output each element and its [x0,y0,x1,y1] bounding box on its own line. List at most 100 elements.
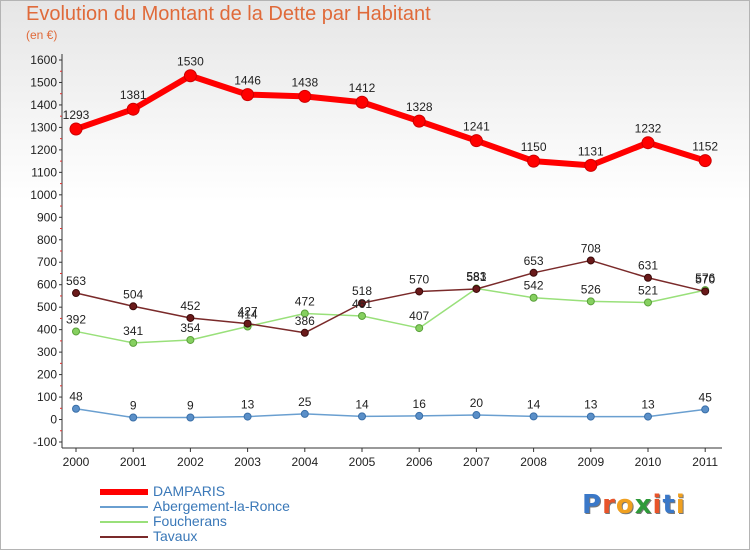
data-point-foucherans [586,297,595,306]
y-tick-label: 200 [37,368,57,382]
logo-letter: P [582,490,603,520]
data-point-damparis [641,136,655,150]
data-label-damparis: 1530 [177,55,204,69]
data-point-tavaux [415,287,424,296]
data-point-foucherans [186,335,195,344]
data-point-damparis [584,158,598,172]
data-label-damparis: 1150 [521,140,547,154]
x-tick-label: 2001 [120,455,147,469]
data-point-damparis [698,154,712,168]
data-point-tavaux [586,256,595,265]
logo-letter: o [615,490,635,520]
logo-letter: r [602,490,616,520]
data-label-abergement-la-ronce: 45 [699,390,713,404]
data-point-damparis [469,134,483,148]
data-label-foucherans: 414 [238,308,258,322]
data-label-foucherans: 526 [581,282,601,296]
data-point-abergement-la-ronce [529,412,538,421]
data-label-abergement-la-ronce: 48 [69,390,83,404]
y-tick-label: 500 [37,300,57,314]
data-label-foucherans: 354 [180,321,200,335]
legend-swatch [100,536,148,539]
y-tick-label: 1400 [30,98,57,112]
data-point-abergement-la-ronce [129,413,138,422]
data-label-tavaux: 427 [238,305,258,319]
data-point-abergement-la-ronce [472,411,481,420]
data-point-tavaux [644,273,652,282]
x-tick-label: 2010 [635,455,662,469]
data-label-foucherans: 407 [409,309,429,323]
chart-subtitle: (en €) [26,28,58,42]
legend-swatch [100,506,148,509]
legend: DAMPARIS Abergement-la-Ronce Foucherans Tav… [100,484,290,544]
data-point-damparis [527,154,541,168]
x-tick-label: 2009 [577,455,604,469]
data-label-tavaux: 563 [66,274,86,288]
line-chart: -100 0 100 200 300 400 500 600 700 800 900 1000 1100… [30,53,722,469]
data-point-abergement-la-ronce [186,413,195,422]
data-point-damparis [241,88,255,102]
data-label-abergement-la-ronce: 20 [470,396,484,410]
data-point-damparis [298,89,312,103]
data-point-tavaux [72,289,80,298]
data-label-damparis: 1152 [692,140,718,154]
data-label-tavaux: 581 [466,270,486,284]
legend-item: Abergement-la-Ronce [100,499,290,514]
data-point-damparis [183,69,197,83]
series-line-foucherans [75,287,706,344]
legend-item: DAMPARIS [100,484,290,499]
data-label-foucherans: 472 [295,294,315,308]
data-point-abergement-la-ronce [72,404,80,413]
data-label-damparis: 1412 [349,81,376,95]
y-tick-label: 300 [37,345,57,359]
y-tick-label: 1500 [30,75,57,89]
data-label-foucherans: 392 [66,312,86,326]
data-label-foucherans: 542 [524,279,544,293]
logo-letter: t [662,490,676,520]
legend-swatch [100,521,148,524]
data-label-damparis: 1438 [291,75,318,89]
data-label-foucherans: 341 [123,324,143,338]
data-label-abergement-la-ronce: 13 [241,398,255,412]
data-label-foucherans: 521 [638,283,658,297]
data-point-damparis [412,114,426,128]
logo-letter: i [652,490,663,520]
data-label-damparis: 1232 [635,122,662,136]
data-point-damparis [126,102,140,116]
y-tick-label: 800 [37,233,57,247]
data-point-tavaux [358,299,366,308]
legend-item: Tavaux [100,529,290,544]
y-tick-label: 1200 [30,143,57,157]
x-tick-label: 2007 [463,455,490,469]
x-tick-label: 2003 [234,455,261,469]
data-point-foucherans [72,327,80,336]
x-tick-label: 2005 [349,455,376,469]
data-point-damparis [69,122,83,136]
data-label-abergement-la-ronce: 16 [413,397,427,411]
legend-label: Tavaux [153,528,198,544]
data-point-tavaux [529,268,538,277]
data-label-damparis: 1131 [578,144,604,158]
data-label-foucherans: 576 [695,271,715,285]
y-tick-label: 1100 [31,165,57,179]
legend-swatch [100,489,148,496]
legend-item: Foucherans [100,514,290,529]
x-tick-label: 2011 [692,455,718,469]
data-point-abergement-la-ronce [358,412,366,421]
data-label-tavaux: 708 [581,241,601,255]
chart-title: Evolution du Montant de la Dette par Hab… [26,3,431,25]
data-label-tavaux: 631 [638,259,658,273]
x-tick-label: 2006 [406,455,433,469]
logo-letter: i [675,490,686,520]
x-tick-label: 2008 [520,455,547,469]
data-point-foucherans [300,309,309,318]
data-label-abergement-la-ronce: 9 [187,399,194,413]
data-point-foucherans [644,298,652,307]
data-label-abergement-la-ronce: 14 [355,397,369,411]
y-tick-label: 0 [50,413,57,427]
data-point-foucherans [415,324,424,333]
data-point-abergement-la-ronce [586,412,595,421]
y-tick-label: -100 [33,435,57,449]
data-label-tavaux: 504 [123,287,143,301]
